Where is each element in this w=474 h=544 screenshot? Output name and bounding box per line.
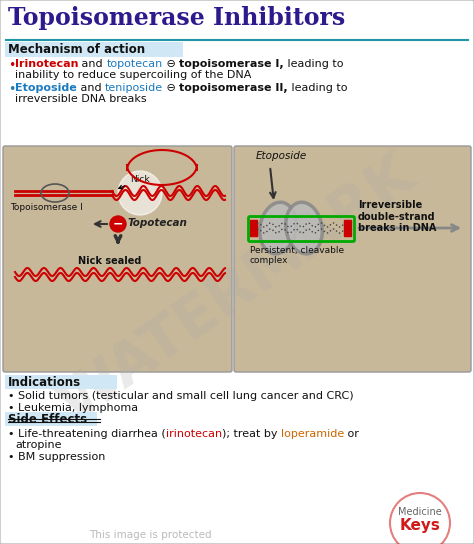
Text: •: •	[8, 83, 15, 96]
Text: • Leukemia, lymphoma: • Leukemia, lymphoma	[8, 403, 138, 413]
Text: irreversible DNA breaks: irreversible DNA breaks	[15, 94, 146, 104]
Text: This image is protected: This image is protected	[89, 530, 211, 540]
Text: • Solid tumors (testicular and small cell lung cancer and CRC): • Solid tumors (testicular and small cel…	[8, 391, 354, 401]
Text: or: or	[344, 429, 359, 439]
Text: Topoisomerase Inhibitors: Topoisomerase Inhibitors	[8, 6, 345, 30]
Text: •: •	[8, 59, 15, 72]
Text: inability to reduce supercoiling of the DNA: inability to reduce supercoiling of the …	[15, 70, 251, 80]
Text: • BM suppression: • BM suppression	[8, 452, 105, 462]
Text: loperamide: loperamide	[281, 429, 344, 439]
Text: • Life-threatening diarrhea (: • Life-threatening diarrhea (	[8, 429, 166, 439]
Bar	[5, 412, 97, 426]
Text: ⊖: ⊖	[163, 59, 179, 69]
Text: topoisomerase II,: topoisomerase II,	[179, 83, 288, 93]
Text: Indications: Indications	[8, 376, 81, 389]
Text: Etoposide: Etoposide	[15, 83, 77, 93]
Text: topotecan: topotecan	[107, 59, 163, 69]
Text: Mechanism of action: Mechanism of action	[8, 43, 145, 56]
Bar	[5, 42, 183, 57]
Bar	[250, 220, 257, 236]
Text: Keys: Keys	[400, 518, 440, 533]
Circle shape	[118, 171, 162, 215]
Text: and: and	[77, 83, 105, 93]
FancyBboxPatch shape	[3, 146, 232, 372]
Text: Persistent, cleavable
complex: Persistent, cleavable complex	[250, 246, 344, 265]
Text: leading to: leading to	[284, 59, 343, 69]
Bar	[344, 220, 351, 236]
Text: −: −	[113, 218, 123, 231]
Text: Topoisomerase I: Topoisomerase I	[10, 203, 83, 212]
Text: ⊖: ⊖	[163, 83, 179, 93]
Text: Nick sealed: Nick sealed	[78, 256, 141, 266]
Text: topoisomerase I,: topoisomerase I,	[179, 59, 284, 69]
Text: Nick: Nick	[118, 175, 150, 189]
Text: leading to: leading to	[288, 83, 347, 93]
Text: Side Effects: Side Effects	[8, 413, 87, 426]
Text: Irinotecan: Irinotecan	[15, 59, 79, 69]
Ellipse shape	[260, 202, 296, 254]
Text: ); treat by: ); treat by	[222, 429, 281, 439]
Text: Etoposide: Etoposide	[256, 151, 307, 161]
Text: Topotecan: Topotecan	[128, 218, 188, 228]
FancyBboxPatch shape	[234, 146, 471, 372]
Text: atropine: atropine	[15, 440, 62, 450]
Ellipse shape	[286, 202, 322, 254]
Text: Medicine: Medicine	[398, 507, 442, 517]
Text: Irreversible
double-strand
breaks in DNA: Irreversible double-strand breaks in DNA	[358, 200, 437, 233]
Text: irinotecan: irinotecan	[166, 429, 222, 439]
Circle shape	[110, 216, 126, 232]
Bar	[5, 375, 117, 389]
Text: WATERMARK: WATERMARK	[48, 146, 426, 434]
Text: and: and	[79, 59, 107, 69]
Text: teniposide: teniposide	[105, 83, 163, 93]
